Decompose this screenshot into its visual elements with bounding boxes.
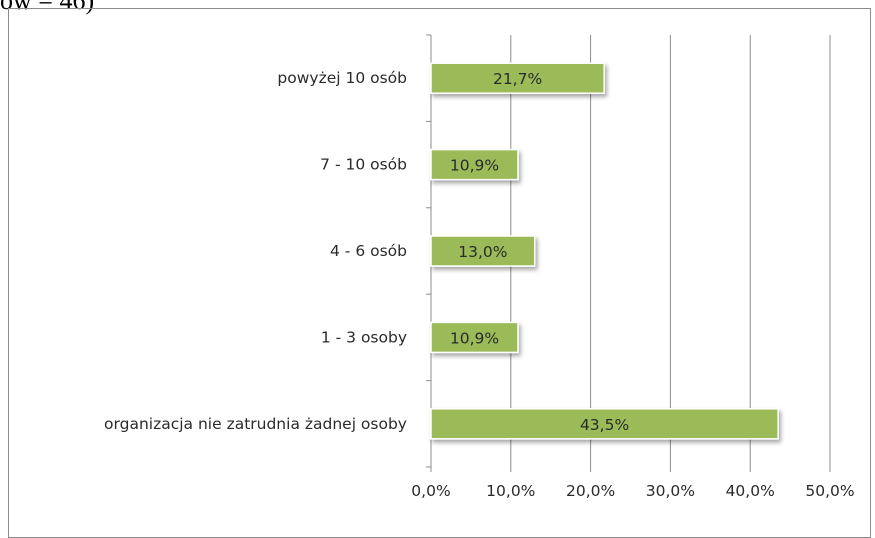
x-tick-label: 20,0% — [566, 482, 615, 500]
category-label: 4 - 6 osób — [330, 242, 407, 260]
data-label: 21,7% — [493, 70, 542, 88]
category-label: 7 - 10 osób — [320, 156, 407, 174]
bar — [430, 62, 605, 94]
bar — [430, 408, 779, 440]
data-label: 13,0% — [458, 243, 507, 261]
x-tick-label: 0,0% — [411, 482, 450, 500]
bar — [430, 321, 519, 354]
gridlines — [510, 35, 831, 467]
x-tick-label: 30,0% — [646, 482, 695, 500]
x-tick-label: 40,0% — [726, 482, 775, 500]
bars — [430, 62, 779, 440]
bar-chart: 0,0% 10,0% 20,0% 30,0% 40,0% 50,0% 21,7% powyże… — [104, 34, 855, 500]
category-label: 1 - 3 osoby — [321, 328, 407, 346]
x-tick-label: 10,0% — [486, 482, 535, 500]
x-tick-label: 50,0% — [805, 482, 854, 500]
data-label: 10,9% — [450, 157, 499, 175]
bar — [430, 148, 519, 181]
data-label: 43,5% — [580, 416, 629, 434]
clipped-header-text: ów = 46) — [0, 0, 95, 15]
data-label: 10,9% — [450, 329, 499, 347]
labels: 0,0% 10,0% 20,0% 30,0% 40,0% 50,0% 21,7% powyże… — [104, 69, 855, 500]
category-label: powyżej 10 osób — [277, 69, 407, 87]
category-label: organizacja nie zatrudnia żadnej osoby — [104, 415, 407, 433]
bar — [430, 235, 536, 267]
